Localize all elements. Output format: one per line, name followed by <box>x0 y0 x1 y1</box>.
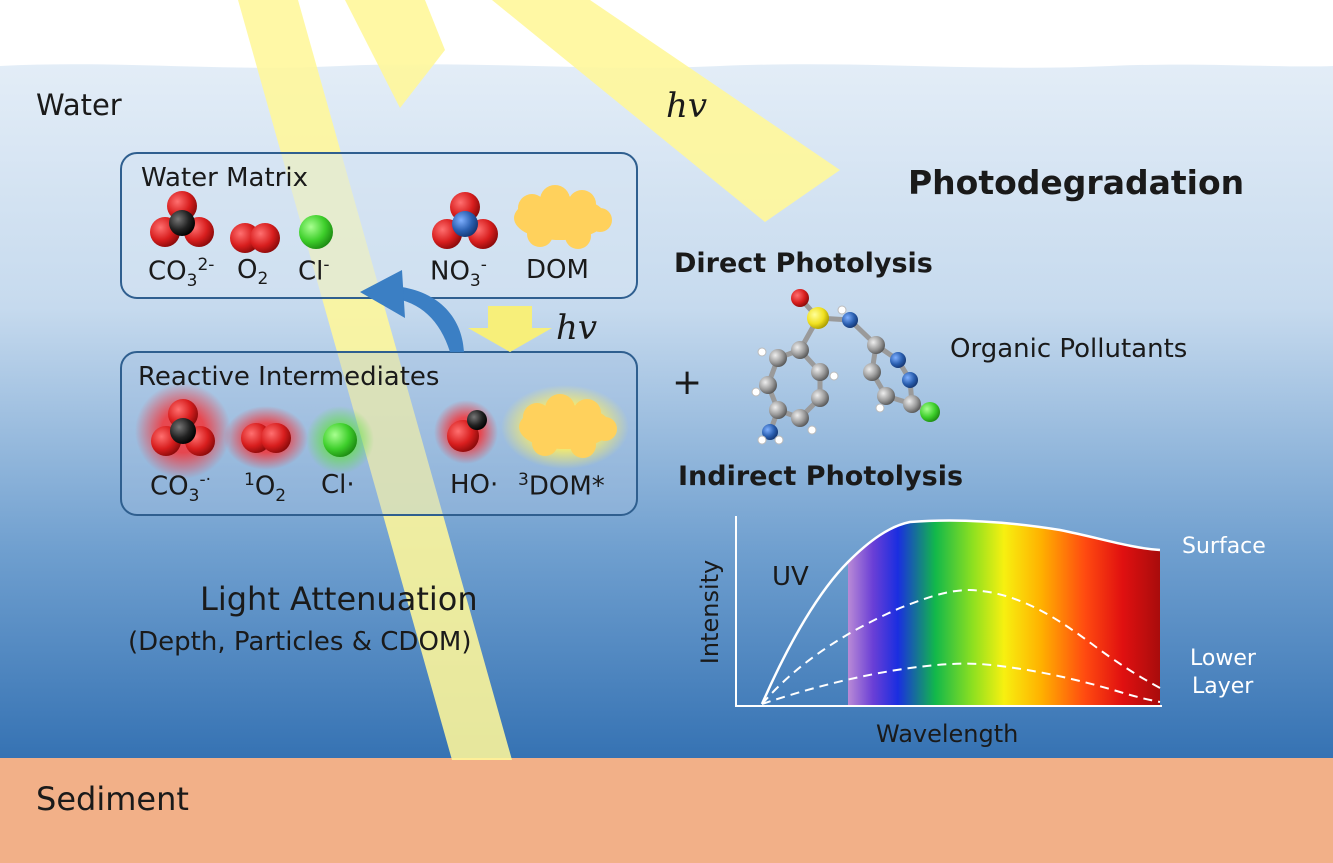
singlet-oxygen-label: 1O2 <box>244 470 287 506</box>
indirect-photolysis-label: Indirect Photolysis <box>678 461 964 492</box>
dom-label: DOM <box>526 255 589 285</box>
lower-label-line1: Lower <box>1190 646 1256 671</box>
water-matrix-title: Water Matrix <box>141 163 308 193</box>
hydroxyl-radical <box>434 400 498 464</box>
chlorine-radical <box>306 406 374 474</box>
water-label: Water <box>36 88 122 122</box>
carbonate-molecule <box>150 191 214 247</box>
reactive-intermediates-box <box>120 351 638 516</box>
nitrate-molecule <box>432 192 498 249</box>
carbonate-label: CO32- <box>148 255 215 291</box>
light-beam-middle <box>345 0 445 108</box>
mid-depth-curve <box>761 588 1161 705</box>
carbonate-radical-label: CO3-· <box>150 470 211 506</box>
hv-down-arrow <box>468 306 552 352</box>
sediment-label: Sediment <box>36 780 189 818</box>
dom-cloud <box>514 185 612 249</box>
sediment-layer <box>0 758 1333 863</box>
hv-mid-label: hv <box>556 308 598 348</box>
organic-pollutants-label: Organic Pollutants <box>950 334 1188 364</box>
singlet-oxygen <box>224 406 308 470</box>
reactive-intermediates-title: Reactive Intermediates <box>138 362 440 392</box>
nitrate-label: NO3- <box>430 255 487 291</box>
lower-label-line2: Layer <box>1192 674 1254 699</box>
hv-top-label: hv <box>666 86 708 126</box>
oxygen-label: O2 <box>237 255 269 290</box>
direct-photolysis-label: Direct Photolysis <box>674 248 933 279</box>
surface-label: Surface <box>1182 534 1266 559</box>
photodegradation-title: Photodegradation <box>908 163 1245 202</box>
hydroxyl-radical-label: HO· <box>450 470 499 500</box>
triplet-dom-label: 3DOM* <box>518 470 605 502</box>
organic-pollutant-molecule <box>751 289 940 445</box>
spectrum-chart <box>735 516 1162 707</box>
triplet-dom <box>501 385 629 469</box>
chloride-ion <box>299 215 333 249</box>
chart-y-axis-label: Intensity <box>696 559 725 665</box>
light-attenuation-label: Light Attenuation <box>200 580 478 618</box>
chlorine-radical-label: Cl· <box>321 470 355 500</box>
return-arrow <box>360 270 464 352</box>
light-beam-right <box>492 0 840 222</box>
surface-curve <box>760 519 1161 705</box>
chloride-label: Cl- <box>298 255 330 287</box>
carbonate-radical <box>135 383 231 479</box>
light-attenuation-sublabel: (Depth, Particles & CDOM) <box>128 627 472 657</box>
spectrum-fill <box>848 520 1160 706</box>
chart-x-axis-label: Wavelength <box>876 720 1019 748</box>
oxygen-molecule <box>230 223 280 253</box>
plus-sign: + <box>672 362 703 403</box>
uv-label: UV <box>772 562 809 592</box>
